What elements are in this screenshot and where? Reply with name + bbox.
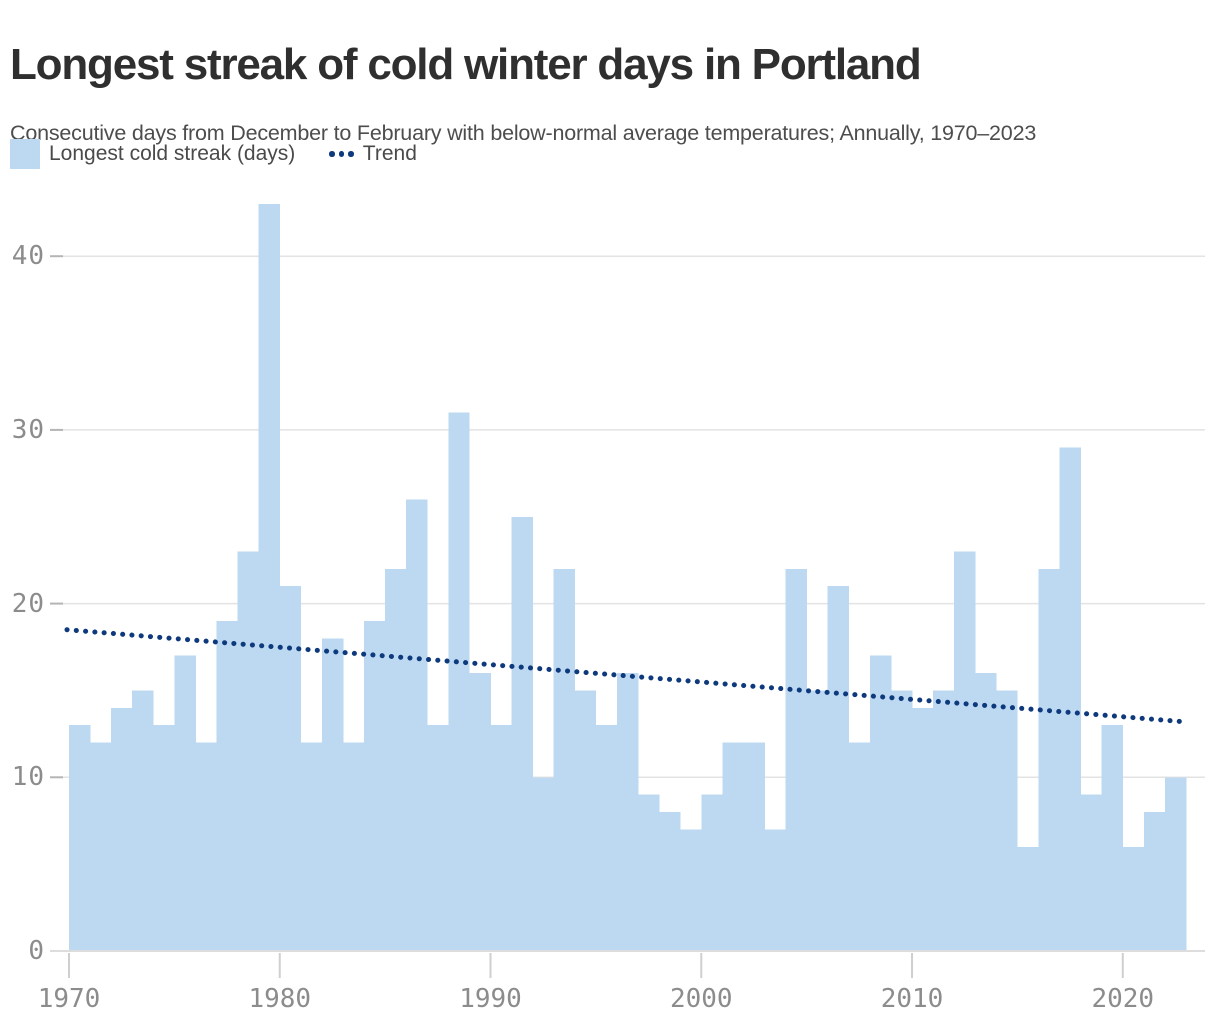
bar xyxy=(827,586,850,951)
bar xyxy=(616,673,639,951)
bar xyxy=(659,812,681,951)
bar xyxy=(511,516,533,951)
bar xyxy=(132,690,154,951)
bar xyxy=(406,499,428,951)
y-axis-label: 0 xyxy=(28,936,45,966)
x-axis-label: 1970 xyxy=(37,984,101,1014)
legend-item-trend: Trend xyxy=(329,142,417,166)
x-axis-label: 2000 xyxy=(669,984,733,1014)
bar xyxy=(785,568,807,951)
bar xyxy=(912,707,934,951)
bar xyxy=(364,620,386,951)
bar xyxy=(680,829,702,951)
bar xyxy=(975,673,997,951)
bar xyxy=(574,690,597,951)
bars-layer xyxy=(69,204,1187,952)
legend-item-streak: Longest cold streak (days) xyxy=(10,139,295,169)
bar xyxy=(300,742,323,951)
chart-subtitle: Consecutive days from December to Februa… xyxy=(10,120,1037,145)
trend-line xyxy=(64,627,1186,725)
bar xyxy=(490,725,512,951)
bar xyxy=(342,742,365,951)
legend-trend-label: Trend xyxy=(362,142,417,165)
x-axis-label: 2010 xyxy=(880,984,944,1014)
bar xyxy=(69,725,91,951)
bar xyxy=(1080,794,1102,951)
bar xyxy=(216,620,238,951)
legend-bar-swatch xyxy=(10,139,40,169)
bar xyxy=(1059,447,1081,951)
bar xyxy=(638,794,660,951)
x-axis-label: 1980 xyxy=(248,984,312,1014)
y-axis-label: 40 xyxy=(11,241,45,272)
trend-dots-icon xyxy=(329,151,354,157)
bar xyxy=(933,690,955,951)
bar xyxy=(532,777,555,951)
bar xyxy=(1038,568,1060,951)
bar xyxy=(427,725,449,951)
bar xyxy=(174,655,196,951)
bar xyxy=(595,725,618,951)
bar xyxy=(806,690,829,951)
bar xyxy=(954,551,976,951)
bar xyxy=(869,655,892,951)
bar xyxy=(90,742,112,951)
bar xyxy=(722,742,744,951)
x-axis-label: 1990 xyxy=(459,984,522,1014)
bar xyxy=(321,638,344,951)
y-axis-label: 20 xyxy=(11,588,45,619)
bar xyxy=(764,829,786,951)
bar xyxy=(279,586,302,951)
bar xyxy=(1143,812,1166,951)
bar xyxy=(195,742,217,951)
y-axis-label: 10 xyxy=(11,762,45,793)
bar xyxy=(1164,777,1187,951)
bar xyxy=(1101,725,1124,951)
bar xyxy=(258,204,281,952)
legend-series-label: Longest cold streak (days) xyxy=(49,142,296,165)
bar xyxy=(743,742,765,951)
bar xyxy=(1122,846,1145,951)
bar xyxy=(996,690,1018,951)
chart-title: Longest streak of cold winter days in Po… xyxy=(10,40,922,90)
y-axis-label: 30 xyxy=(11,414,45,445)
bar xyxy=(469,673,491,951)
bar xyxy=(237,551,259,951)
bar xyxy=(111,707,133,951)
bar xyxy=(890,690,913,951)
bar xyxy=(385,568,407,951)
bar xyxy=(701,794,723,951)
bar xyxy=(553,568,576,951)
bar xyxy=(448,412,470,951)
bar xyxy=(848,742,871,951)
legend: Longest cold streak (days) Trend xyxy=(10,139,417,169)
x-axis-label: 2020 xyxy=(1091,984,1155,1014)
bar xyxy=(1017,846,1039,951)
bar xyxy=(153,725,175,951)
